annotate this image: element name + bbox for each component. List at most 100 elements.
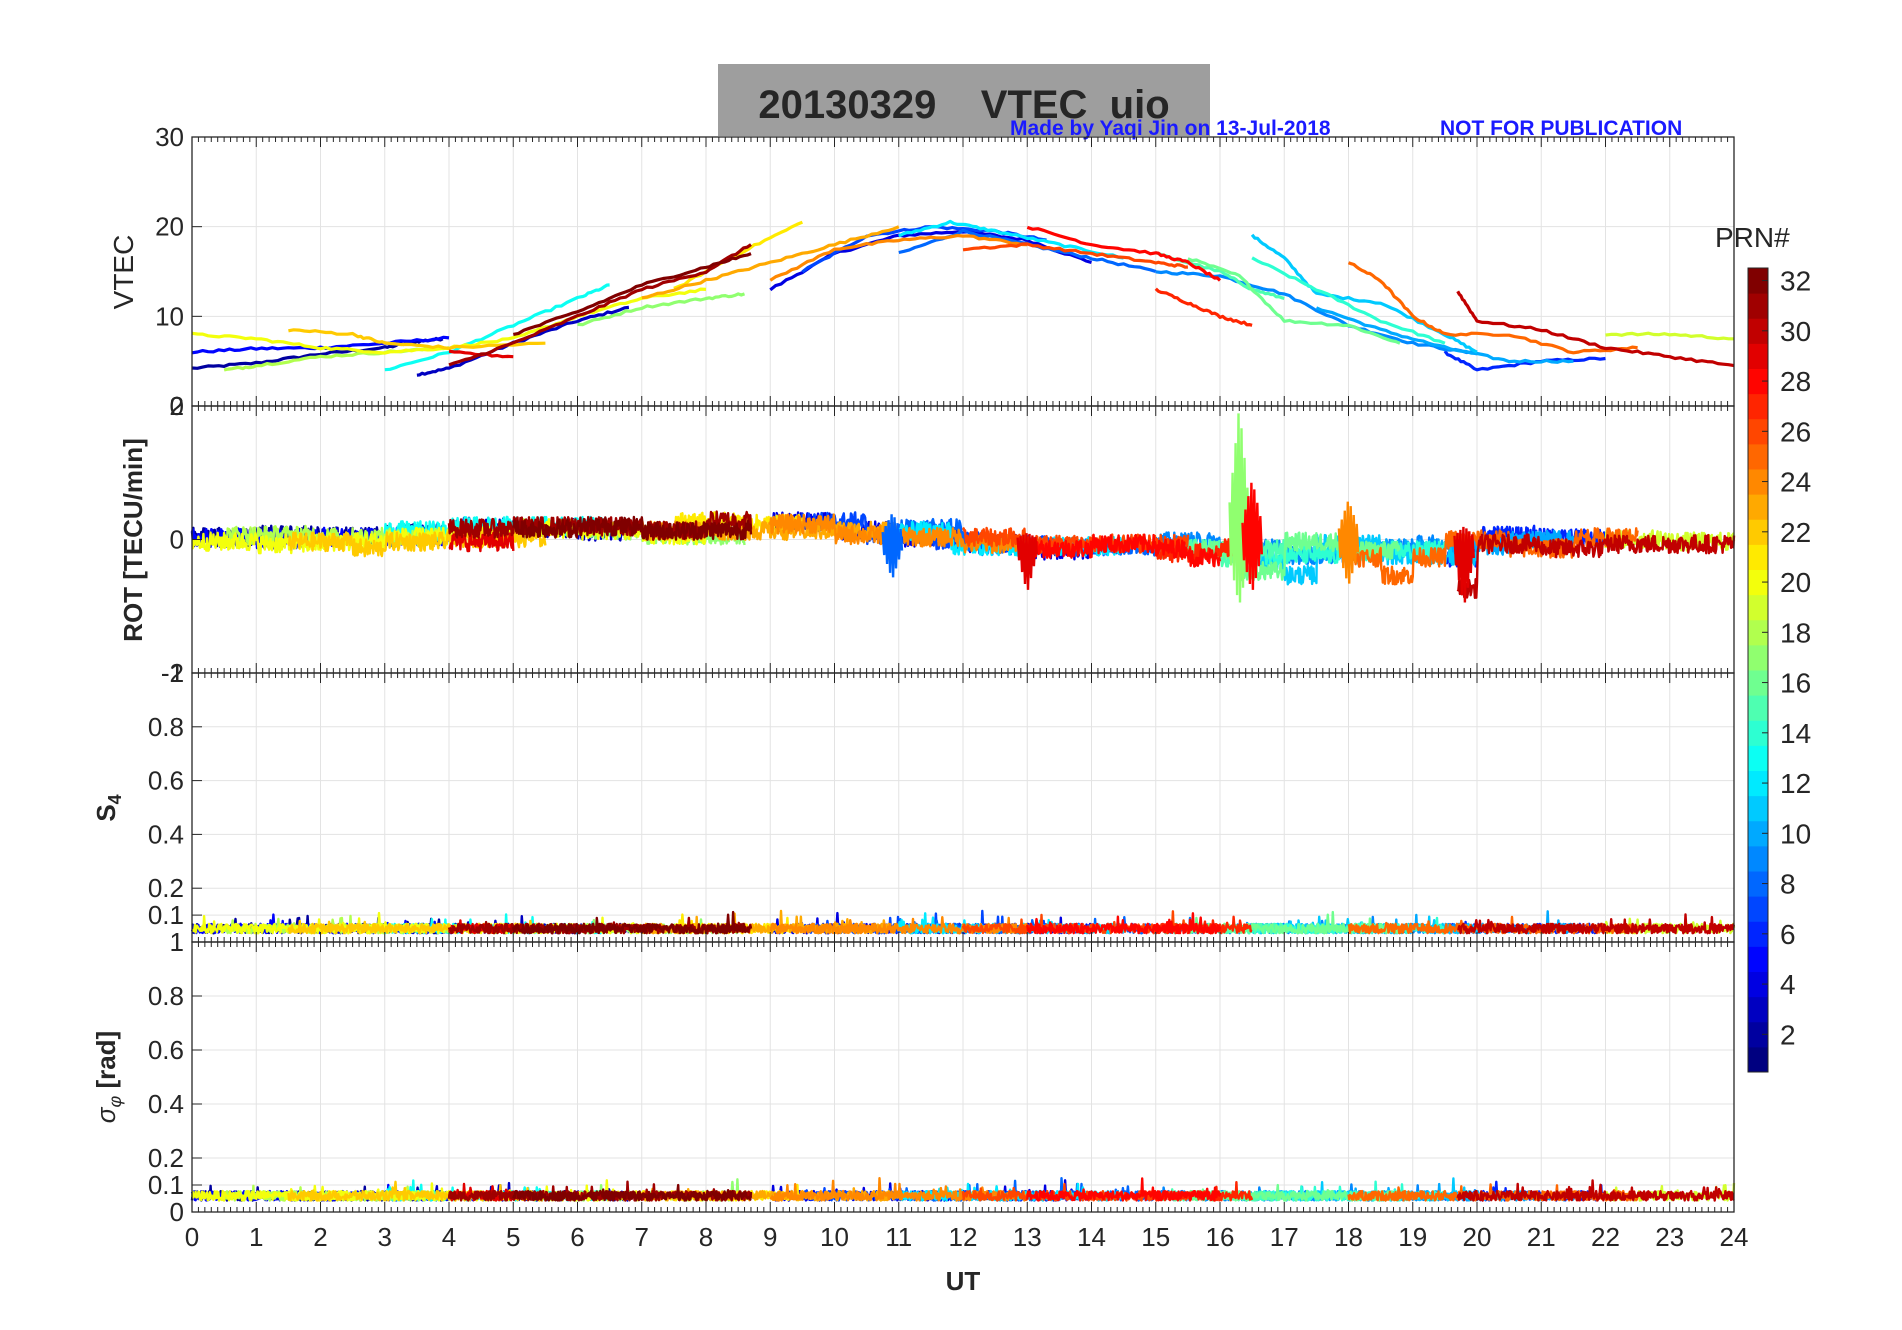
panel-sigma-phi: 00.10.20.40.60.80 1 2 3 4 5 6 7 8 9 10 11 12 13 14 15 16… (91, 941, 1749, 1296)
colorbar-cell-prn-10 (1748, 820, 1768, 847)
colorbar-tick-label: 6 (1780, 919, 1796, 950)
y-tick-label: 10 (155, 301, 184, 331)
colorbar-cell-prn-29 (1748, 343, 1768, 369)
vtec-series-prn-17 (577, 292, 746, 327)
vtec-series-prn-19 (1605, 331, 1734, 341)
colorbar-tick-label: 18 (1780, 617, 1811, 648)
y-tick-label: 0.4 (148, 819, 184, 849)
rot-spike-prn-29 (1016, 533, 1039, 590)
vtec-series-prn-6 (1443, 350, 1606, 372)
y-tick-label: 2 (170, 391, 184, 421)
colorbar-cell-prn-3 (1748, 996, 1768, 1023)
series-prn-32 (512, 1183, 753, 1202)
x-tick-label: 12 (949, 1222, 978, 1252)
vtec-series-prn-24 (769, 233, 1028, 282)
x-tick-label: 18 (1334, 1222, 1363, 1252)
figure-title: 20130329 VTEC uio (758, 83, 1169, 127)
x-tick-label: 5 (506, 1222, 520, 1252)
colorbar-tick-label: 24 (1780, 467, 1811, 498)
vtec-series-prn-31 (448, 243, 752, 367)
colorbar-tick-label: 14 (1780, 718, 1811, 749)
x-tick-label: 4 (442, 1222, 456, 1252)
series-prn-28 (1026, 912, 1222, 935)
colorbar-cell-prn-23 (1748, 494, 1768, 520)
series-prn-32 (512, 910, 753, 935)
y-tick-label: 1 (170, 927, 184, 957)
colorbar-cell-prn-13 (1748, 745, 1768, 771)
sigma-phi-ylabel: σφ [rad] (91, 1031, 125, 1123)
colorbar-cell-prn-25 (1748, 443, 1768, 470)
y-tick-label: 0.4 (148, 1089, 184, 1119)
y-tick-label: 0.6 (148, 766, 184, 796)
vtec-series-prn-14 (1251, 256, 1446, 345)
vtec-series-prn-11 (1250, 233, 1478, 354)
colorbar-cell-prn-11 (1748, 795, 1768, 822)
colorbar-cell-prn-26 (1748, 418, 1768, 445)
y-tick-label: 20 (155, 212, 184, 242)
colorbar-cell-prn-8 (1748, 871, 1768, 897)
rot-ylabel: ROT [TECU/min] (118, 438, 148, 642)
colorbar-tick-label: 32 (1780, 266, 1811, 297)
y-tick-label: 0.8 (148, 981, 184, 1011)
x-tick-label: 9 (763, 1222, 777, 1252)
vtec-series-prn-5 (191, 335, 450, 355)
x-tick-label: 11 (885, 1222, 912, 1252)
y-tick-label: 0.1 (148, 900, 184, 930)
colorbar-cell-prn-27 (1748, 393, 1768, 420)
x-tick-label: 6 (570, 1222, 584, 1252)
x-tick-label: 3 (378, 1222, 392, 1252)
x-tick-label: 1 (249, 1222, 263, 1252)
y-tick-label: 0 (170, 391, 184, 421)
colorbar-cell-prn-5 (1748, 946, 1768, 972)
colorbar-cell-prn-22 (1748, 519, 1768, 545)
x-tick-label: 0 (185, 1222, 199, 1252)
x-tick-label: 16 (1206, 1222, 1235, 1252)
y-tick-label: 0.8 (148, 712, 184, 742)
rot-spike-prn-29 (1453, 526, 1475, 603)
x-tick-label: 14 (1077, 1222, 1106, 1252)
colorbar-tick-label: 30 (1780, 316, 1811, 347)
rot-spike-prn-28 (1241, 482, 1263, 590)
vtec-series-prn-16 (1187, 257, 1401, 345)
x-tick-label: 7 (635, 1222, 649, 1252)
x-tick-label: 19 (1398, 1222, 1427, 1252)
series-prn-28 (1026, 533, 1222, 568)
series-prn-32 (512, 515, 753, 541)
vtec-series-prn-30 (1456, 290, 1735, 368)
x-tick-label: 24 (1720, 1222, 1749, 1252)
vtec-ylabel: VTEC (108, 235, 139, 310)
y-tick-label: 1 (170, 658, 184, 688)
series-prn-30 (1456, 1179, 1735, 1202)
vtec-series-prn-25 (1347, 261, 1638, 355)
watermark-not-for-publication: NOT FOR PUBLICATION (1440, 117, 1682, 140)
colorbar-cell-prn-20 (1748, 569, 1768, 596)
x-tick-label: 8 (699, 1222, 713, 1252)
y-tick-label: -2 (161, 658, 184, 688)
x-tick-label: 23 (1655, 1222, 1684, 1252)
colorbar-cell-prn-15 (1748, 695, 1768, 721)
y-tick-label: 0 (170, 1197, 184, 1227)
colorbar-cell-prn-12 (1748, 770, 1768, 797)
y-tick-label-overlap: 2 (170, 391, 184, 421)
colorbar-cell-prn-6 (1748, 921, 1768, 947)
colorbar-tick-label: 2 (1780, 1019, 1796, 1050)
vtec-series-prn-9 (1155, 270, 1478, 356)
colorbar-cell-prn-7 (1748, 896, 1768, 922)
vtec-series-prn-26 (962, 242, 1189, 269)
x-tick-label: 2 (313, 1222, 327, 1252)
y-tick-label-overlap: -1 (161, 658, 184, 688)
series-prn-30 (1456, 533, 1736, 599)
panel-vtec: 0 10 20 30 VTEC (108, 122, 1735, 421)
colorbar-cell-prn-19 (1748, 594, 1768, 621)
colorbar-tick-label: 8 (1780, 869, 1796, 900)
vtec-series-prn-28 (1026, 225, 1222, 282)
x-tick-label: 21 (1527, 1222, 1556, 1252)
s4-ylabel: S4 (91, 794, 125, 821)
x-tick-label: 15 (1141, 1222, 1170, 1252)
colorbar-frame (1747, 267, 1769, 1073)
colorbar-cell-prn-24 (1748, 469, 1768, 495)
colorbar-cell-prn-18 (1748, 619, 1768, 646)
x-tick-label: 20 (1463, 1222, 1492, 1252)
